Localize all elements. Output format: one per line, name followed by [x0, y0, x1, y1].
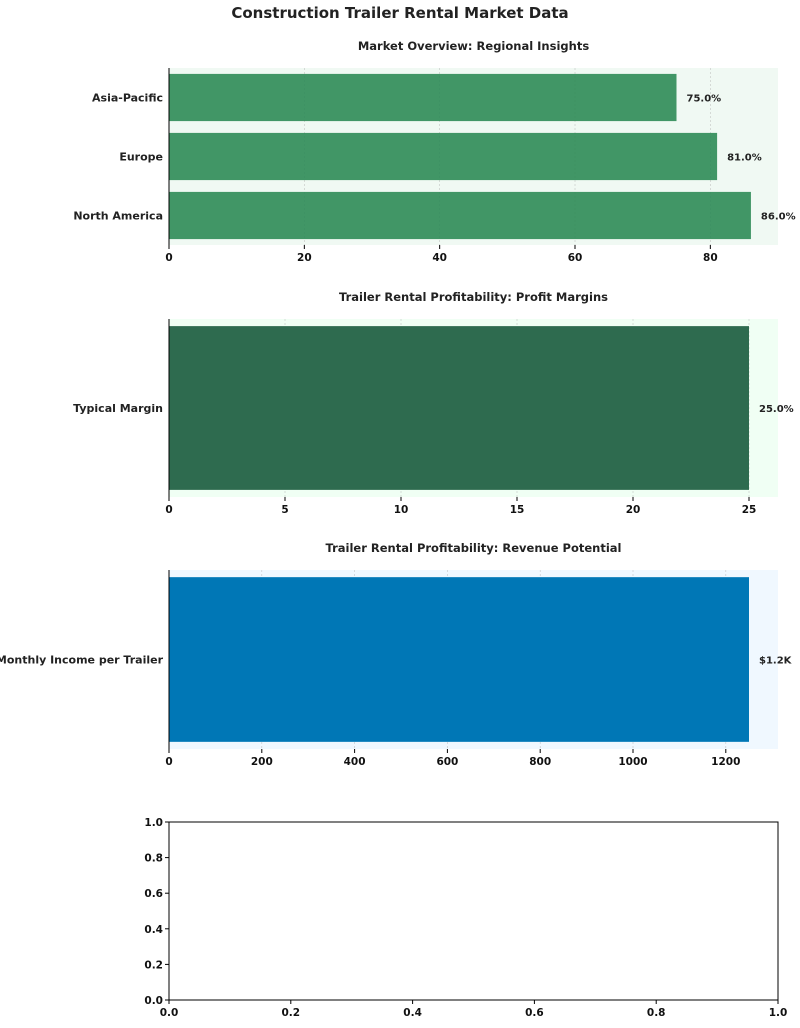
- chart-title: Market Overview: Regional Insights: [358, 39, 590, 53]
- chart-title: Trailer Rental Profitability: Revenue Po…: [326, 541, 622, 555]
- y-tick-label: 0.4: [144, 924, 163, 936]
- chart-title: Trailer Rental Profitability: Profit Mar…: [339, 290, 608, 304]
- x-tick-label: 80: [703, 252, 718, 264]
- x-tick-label: 0: [165, 504, 172, 516]
- chart-panel-3: Trailer Rental Profitability: Revenue Po…: [0, 541, 793, 768]
- x-tick-label: 0.6: [525, 1007, 544, 1019]
- x-tick-label: 10: [394, 504, 409, 516]
- chart-panel-2: Trailer Rental Profitability: Profit Mar…: [73, 290, 794, 516]
- y-tick-label: 1.0: [144, 817, 163, 829]
- x-tick-label: 15: [510, 504, 525, 516]
- x-tick-label: 1000: [618, 756, 647, 768]
- axes-frame: [168, 821, 779, 1001]
- data-label: 86.0%: [761, 212, 796, 223]
- category-label: North America: [73, 210, 163, 223]
- bar: [169, 326, 749, 490]
- x-tick-label: 0: [165, 756, 172, 768]
- x-tick-label: 60: [568, 252, 583, 264]
- figure-title: Construction Trailer Rental Market Data: [231, 4, 568, 22]
- chart-panel-1: Market Overview: Regional Insights North …: [73, 39, 795, 264]
- x-tick-label: 25: [742, 504, 757, 516]
- category-label: Asia-Pacific: [92, 92, 163, 105]
- bar: [169, 577, 749, 742]
- data-label: 25.0%: [759, 404, 794, 415]
- x-tick-label: 5: [281, 504, 288, 516]
- y-tick-label: 0.6: [144, 888, 163, 900]
- y-tick-label: 0.2: [144, 959, 163, 971]
- x-tick-label: 200: [251, 756, 273, 768]
- bar: [169, 73, 677, 122]
- data-label: 81.0%: [727, 153, 762, 164]
- bar: [169, 132, 718, 181]
- category-label: Typical Margin: [73, 402, 163, 415]
- chart-panel-4: 0.0 0.2 0.4 0.6 0.8 1.0 0.0 0.2 0.4 0.6 0.8 1.0: [144, 817, 787, 1019]
- x-tick-label: 20: [626, 504, 641, 516]
- data-label: $1.2K: [759, 656, 793, 667]
- y-tick-label: 0.0: [144, 995, 163, 1007]
- plot-background: [169, 822, 778, 1000]
- x-tick-label: 600: [436, 756, 458, 768]
- x-tick-label: 0: [165, 252, 172, 264]
- bar: [169, 191, 751, 240]
- x-tick-label: 0.0: [160, 1007, 179, 1019]
- x-tick-label: 400: [344, 756, 366, 768]
- x-tick-label: 20: [297, 252, 312, 264]
- x-tick-label: 0.4: [403, 1007, 422, 1019]
- x-tick-label: 1200: [711, 756, 740, 768]
- category-label: Europe: [119, 151, 163, 164]
- data-label: 75.0%: [687, 94, 722, 105]
- x-tick-label: 0.8: [647, 1007, 666, 1019]
- x-tick-label: 40: [432, 252, 447, 264]
- x-tick-label: 800: [529, 756, 551, 768]
- y-tick-label: 0.8: [144, 853, 163, 865]
- x-tick-label: 1.0: [769, 1007, 788, 1019]
- x-tick-label: 0.2: [281, 1007, 300, 1019]
- category-label: Monthly Income per Trailer: [0, 654, 164, 667]
